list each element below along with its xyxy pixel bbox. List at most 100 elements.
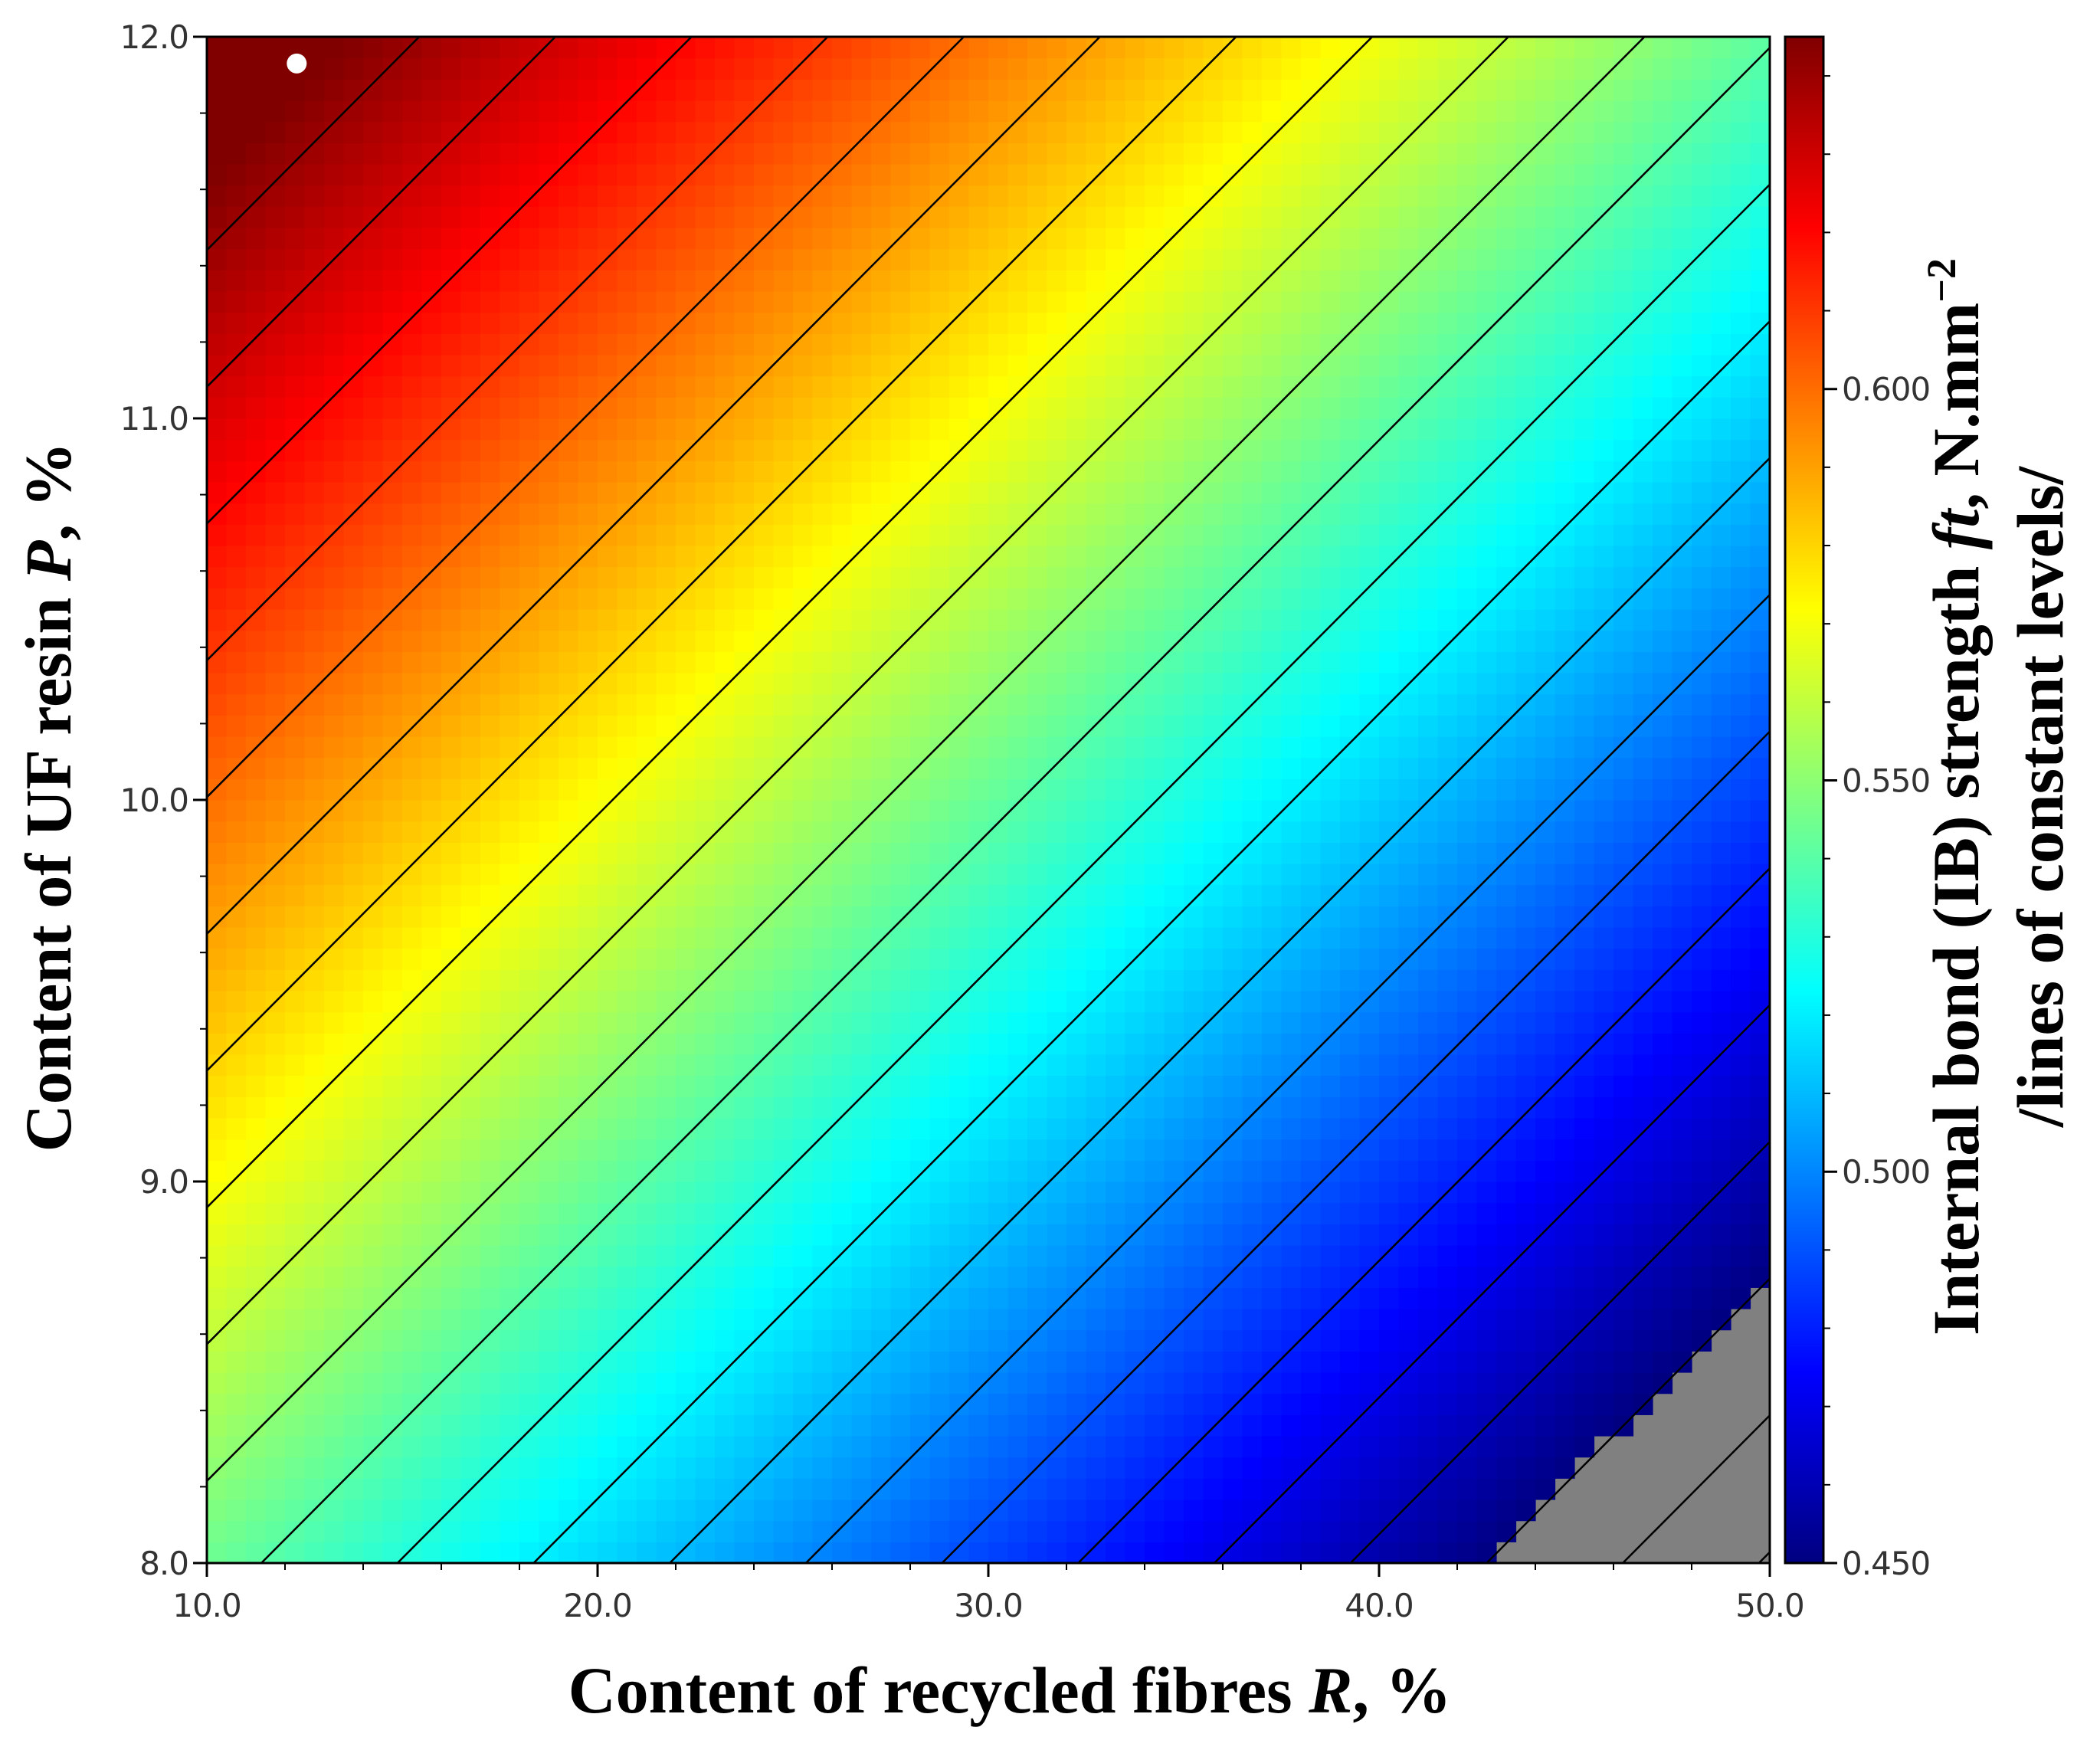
heatmap-cell [1047, 1329, 1067, 1352]
heatmap-cell [1555, 1011, 1575, 1034]
heatmap-cell [929, 1054, 950, 1077]
heatmap-cell [676, 1075, 696, 1097]
heatmap-cell [578, 79, 598, 101]
heatmap-cell [1223, 821, 1243, 843]
heatmap-cell [226, 291, 247, 313]
heatmap-cell [1379, 1224, 1400, 1246]
heatmap-cell [617, 1160, 637, 1182]
heatmap-cell [1515, 206, 1536, 228]
heatmap-cell [1418, 1372, 1439, 1394]
heatmap-cell [1203, 630, 1224, 652]
heatmap-cell [480, 164, 501, 186]
heatmap-cell [1047, 1287, 1067, 1309]
heatmap-cell [676, 333, 696, 356]
heatmap-cell [1027, 164, 1048, 186]
heatmap-cell [441, 927, 462, 949]
heatmap-cell [559, 1011, 579, 1034]
heatmap-cell [968, 715, 989, 737]
heatmap-cell [559, 1309, 579, 1331]
heatmap-cell [559, 1351, 579, 1373]
heatmap-cell [1184, 482, 1204, 504]
heatmap-cell [246, 1224, 267, 1246]
heatmap-cell [949, 524, 970, 546]
heatmap-cell [832, 1033, 853, 1055]
heatmap-cell [559, 864, 579, 886]
heatmap-cell [1496, 1372, 1517, 1394]
heatmap-cell [1320, 460, 1341, 483]
heatmap-cell [1047, 991, 1067, 1013]
heatmap-cell [1418, 1139, 1439, 1161]
heatmap-cell [617, 969, 637, 991]
heatmap-cell [1301, 37, 1322, 59]
heatmap-cell [968, 884, 989, 906]
heatmap-cell [1418, 228, 1439, 250]
heatmap-cell [812, 1202, 833, 1224]
heatmap-cell [1515, 79, 1536, 101]
heatmap-cell [1007, 1266, 1028, 1288]
heatmap-cell [480, 185, 501, 207]
heatmap-cell [1066, 800, 1087, 822]
heatmap-cell [441, 524, 462, 546]
heatmap-cell [402, 630, 423, 652]
heatmap-cell [832, 588, 853, 610]
heatmap-cell [578, 991, 598, 1013]
heatmap-cell [1145, 1266, 1165, 1288]
heatmap-cell [988, 884, 1009, 906]
heatmap-cell [1066, 375, 1087, 398]
heatmap-cell [1418, 1414, 1439, 1437]
heatmap-cell [246, 588, 267, 610]
heatmap-cell [1457, 906, 1478, 928]
heatmap-cell [637, 418, 657, 441]
heatmap-cell [773, 248, 794, 270]
heatmap-cell [343, 1075, 364, 1097]
heatmap-cell [1203, 651, 1224, 673]
heatmap-cell [1047, 864, 1067, 886]
heatmap-cell [343, 609, 364, 631]
heatmap-cell [1398, 1096, 1419, 1119]
heatmap-cell [1379, 79, 1400, 101]
heatmap-cell [598, 333, 618, 356]
heatmap-cell [1047, 588, 1067, 610]
heatmap-cell [637, 800, 657, 822]
heatmap-cell [304, 948, 325, 970]
heatmap-cell [402, 821, 423, 843]
heatmap-cell [734, 185, 755, 207]
heatmap-cell [676, 588, 696, 610]
heatmap-cell [304, 503, 325, 525]
heatmap-cell [480, 312, 501, 334]
heatmap-cell [1047, 969, 1067, 991]
heatmap-cell [871, 715, 892, 737]
heatmap-cell [246, 1393, 267, 1415]
heatmap-cell [656, 927, 677, 949]
heatmap-cell [1223, 291, 1243, 313]
heatmap-cell [1437, 609, 1458, 631]
heatmap-cell [1535, 588, 1556, 610]
heatmap-cell [1066, 1329, 1087, 1352]
heatmap-cell [304, 693, 325, 716]
heatmap-cell [402, 1542, 423, 1563]
heatmap-cell [598, 906, 618, 928]
heatmap-cell [460, 1160, 481, 1182]
heatmap-cell [363, 1245, 384, 1267]
heatmap-cell [988, 1436, 1009, 1458]
heatmap-cell [304, 1457, 325, 1479]
heatmap-cell [1418, 1309, 1439, 1331]
heatmap-cell [480, 1478, 501, 1500]
heatmap-cell [1262, 121, 1283, 143]
heatmap-cell [382, 991, 403, 1013]
heatmap-cell [578, 630, 598, 652]
heatmap-cell [617, 1118, 637, 1140]
heatmap-cell [1066, 609, 1087, 631]
heatmap-cell [1398, 864, 1419, 886]
heatmap-cell [1164, 693, 1184, 716]
heatmap-cell [1066, 312, 1087, 334]
heatmap-cell [285, 375, 306, 398]
heatmap-cell [1535, 1118, 1556, 1140]
heatmap-cell [715, 1202, 735, 1224]
heatmap-cell [304, 1054, 325, 1077]
heatmap-cell [1106, 1457, 1126, 1479]
heatmap-cell [890, 1478, 911, 1500]
heatmap-cell [500, 355, 520, 377]
heatmap-cell [1125, 1224, 1145, 1246]
heatmap-cell [734, 1033, 755, 1055]
